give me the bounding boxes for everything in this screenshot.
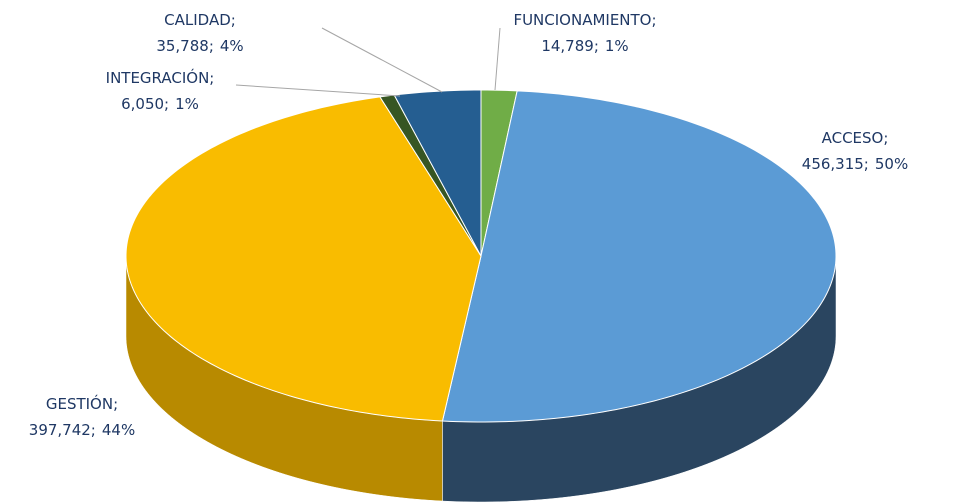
percent-label: 1% xyxy=(605,37,629,55)
slice xyxy=(125,96,482,422)
percent-label: 1% xyxy=(175,95,199,113)
category-label: GESTIÓN; xyxy=(46,394,118,413)
category-label: FUNCIONAMIENTO; xyxy=(513,11,656,29)
percent-label: 4% xyxy=(220,37,244,55)
leader-line xyxy=(321,27,443,93)
value-label: 6,050; xyxy=(121,95,169,113)
data-label: 397,742; 44% xyxy=(29,421,135,439)
data-label: 456,315; 50% xyxy=(802,155,908,173)
value-label: 456,315; xyxy=(802,155,869,173)
leader-line xyxy=(494,27,501,91)
value-label: 14,789; xyxy=(541,37,599,55)
leader-line xyxy=(235,84,401,97)
percent-label: 44% xyxy=(102,421,135,439)
value-label: 397,742; xyxy=(29,421,96,439)
category-label: ACCESO; xyxy=(822,129,889,147)
data-label: 6,050; 1% xyxy=(121,95,199,113)
category-label: CALIDAD; xyxy=(164,11,236,29)
value-label: 35,788; xyxy=(156,37,214,55)
percent-label: 50% xyxy=(875,155,908,173)
slice xyxy=(441,90,837,423)
slice xyxy=(393,89,482,257)
category-label: INTEGRACIÓN; xyxy=(106,68,215,87)
data-label: 14,789; 1% xyxy=(541,37,628,55)
data-label: 35,788; 4% xyxy=(156,37,243,55)
